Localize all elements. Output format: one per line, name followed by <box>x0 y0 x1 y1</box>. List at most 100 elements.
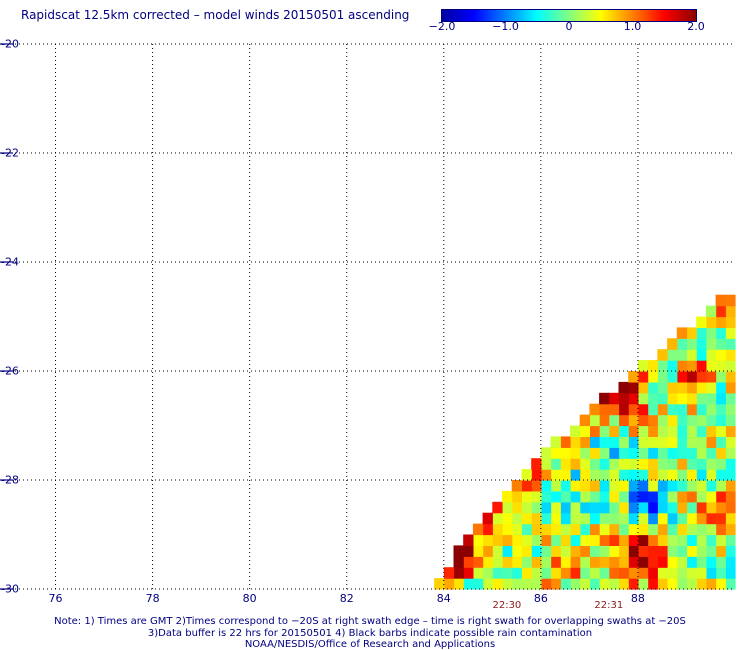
wind-cell <box>628 523 639 536</box>
wind-cell <box>676 425 688 437</box>
wind-cell <box>696 381 707 394</box>
wind-cell <box>521 534 532 546</box>
wind-cell <box>599 512 610 525</box>
wind-cell <box>637 436 649 448</box>
wind-cell <box>657 458 668 470</box>
wind-cell <box>725 556 736 568</box>
wind-cell <box>696 501 707 514</box>
wind-cell <box>686 534 697 546</box>
wind-cell <box>628 392 639 405</box>
wind-cell <box>453 567 464 579</box>
wind-cell <box>686 436 697 448</box>
wind-cell <box>696 360 707 372</box>
wind-cell <box>618 403 629 416</box>
wind-cell <box>589 403 600 416</box>
wind-cell <box>725 425 736 437</box>
colorbar <box>441 9 697 22</box>
x-tick-label: 82 <box>339 592 354 605</box>
wind-cell <box>676 480 688 492</box>
wind-cell <box>608 392 620 405</box>
wind-cell <box>599 545 610 557</box>
wind-cell <box>667 447 678 459</box>
y-tick-label: -30 <box>1 582 19 596</box>
wind-cell <box>579 490 590 503</box>
wind-cell <box>531 512 542 525</box>
wind-cell <box>540 490 552 503</box>
wind-cell <box>482 556 493 568</box>
wind-cell <box>676 469 688 481</box>
wind-cell <box>492 578 503 590</box>
wind-cell <box>676 556 688 568</box>
wind-cell <box>628 458 639 470</box>
wind-cell <box>463 578 474 590</box>
wind-cell <box>453 545 464 557</box>
wind-cell <box>492 545 503 557</box>
wind-cell <box>579 425 590 437</box>
wind-cell <box>715 480 726 492</box>
x-tick-label: 76 <box>48 592 63 605</box>
wind-cell <box>725 327 736 339</box>
wind-cell <box>492 523 503 536</box>
wind-cell <box>628 567 639 579</box>
wind-cell <box>715 392 726 405</box>
wind-cell <box>472 534 484 546</box>
wind-cell <box>647 360 658 372</box>
wind-cell <box>502 567 513 579</box>
wind-cell <box>637 523 649 536</box>
wind-cell <box>550 578 561 590</box>
wind-cell <box>686 381 697 394</box>
wind-cell <box>686 360 697 372</box>
wind-cell <box>705 371 717 383</box>
wind-cell <box>560 523 571 536</box>
wind-cell <box>570 567 581 579</box>
wind-cell <box>637 512 649 525</box>
wind-cell <box>628 414 639 427</box>
wind-cell <box>686 556 697 568</box>
wind-cell <box>705 392 717 405</box>
wind-cell <box>521 578 532 590</box>
wind-cell <box>579 578 590 590</box>
wind-cell <box>579 545 590 557</box>
wind-cell <box>618 556 629 568</box>
wind-cell <box>599 578 610 590</box>
wind-cell <box>628 447 639 459</box>
wind-cell <box>579 458 590 470</box>
wind-cell <box>657 523 668 536</box>
chart-title: Rapidscat 12.5km corrected – model winds… <box>21 8 410 22</box>
wind-cell <box>618 458 629 470</box>
wind-cell <box>725 294 736 307</box>
wind-cell <box>725 392 736 405</box>
wind-cell <box>540 469 552 481</box>
wind-cell <box>667 567 678 579</box>
wind-cell <box>725 534 736 546</box>
wind-cell <box>511 556 522 568</box>
wind-cell <box>705 469 717 481</box>
axis-ticks <box>0 43 13 590</box>
note-line-2: 3)Data buffer is 22 hrs for 20150501 4) … <box>147 628 593 639</box>
wind-cell <box>686 327 697 339</box>
wind-cell <box>657 436 668 448</box>
wind-cell <box>676 512 688 525</box>
wind-cell <box>725 414 736 427</box>
wind-cell <box>628 512 639 525</box>
wind-cell <box>696 490 707 503</box>
wind-cell <box>686 545 697 557</box>
wind-cell <box>647 458 658 470</box>
wind-cell <box>725 447 736 459</box>
wind-cell <box>657 381 668 394</box>
wind-cell <box>589 469 600 481</box>
wind-cell <box>705 381 717 394</box>
wind-cell <box>667 381 678 394</box>
wind-cell <box>725 403 736 416</box>
wind-cell <box>502 512 513 525</box>
wind-cell <box>472 545 484 557</box>
wind-cell <box>589 534 600 546</box>
wind-cell <box>676 414 688 427</box>
wind-cell <box>540 567 552 579</box>
wind-cell <box>618 425 629 437</box>
wind-cell <box>560 469 571 481</box>
wind-cell <box>570 545 581 557</box>
wind-cell <box>696 349 707 361</box>
wind-cell <box>725 578 736 590</box>
wind-cell <box>637 381 649 394</box>
